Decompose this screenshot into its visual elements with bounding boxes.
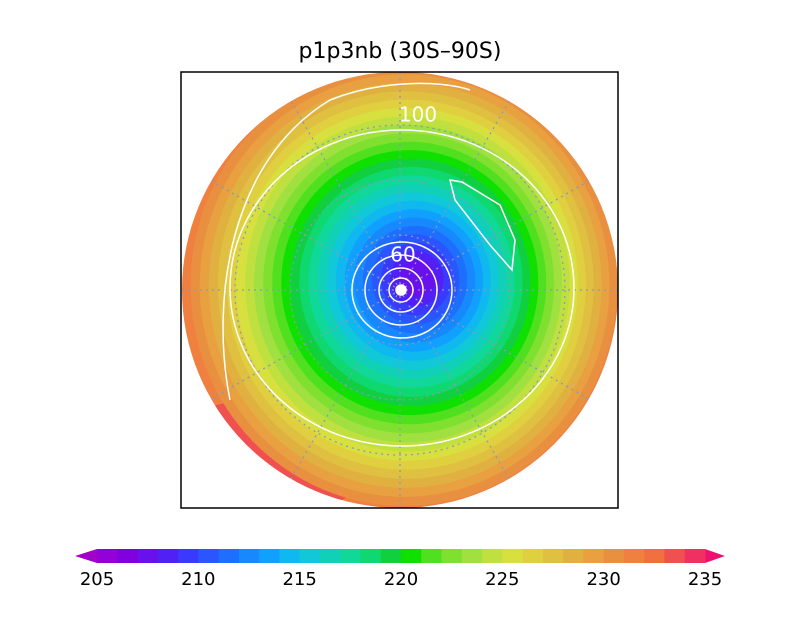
graticule [182, 72, 618, 508]
colorbar-box [259, 549, 280, 563]
colorbar-box [502, 549, 524, 563]
colorbar-box [522, 549, 544, 563]
contour-line [395, 284, 407, 296]
contour-line [351, 241, 453, 339]
colorbar-box [623, 549, 645, 563]
meridian [399, 289, 516, 490]
contour-line [364, 254, 438, 326]
colorbar-box [137, 549, 159, 563]
colorbar-box [360, 549, 382, 563]
colorbar-tick-label: 215 [282, 569, 316, 590]
colorbar-box [299, 549, 321, 563]
colorbar-box [279, 549, 301, 563]
contour-line [388, 277, 414, 303]
colorbar-box [340, 549, 361, 563]
colorbar-box [644, 549, 665, 563]
colorbar-box [157, 549, 179, 563]
colorbar-tick-label: 210 [181, 569, 215, 590]
colorbar-box [684, 549, 706, 563]
colorbar-box [198, 549, 220, 563]
map-frame [180, 71, 619, 509]
meridian [399, 289, 600, 406]
colorbar-box [238, 549, 260, 563]
meridian [284, 90, 401, 291]
colorbar-box [319, 549, 341, 563]
contour-line [448, 179, 516, 272]
colorbar-box [421, 549, 443, 563]
colorbar-box [542, 549, 564, 563]
contour-label: 100 [399, 103, 437, 127]
meridian [200, 289, 401, 406]
colorbar-box [97, 549, 118, 563]
colorbar-box [603, 549, 625, 563]
colorbar-box [441, 549, 463, 563]
meridian [399, 174, 600, 291]
contour-line [222, 82, 471, 401]
colorbar-box [482, 549, 503, 563]
colorbar-box [218, 549, 240, 563]
colorbar-box [583, 549, 605, 563]
colorbar-extension [705, 549, 725, 563]
contour-line [378, 267, 424, 313]
contour-line [229, 129, 575, 447]
colorbar-tick-label: 235 [688, 569, 722, 590]
colorbar: 205 210 215 220 225 230 235 [75, 549, 725, 590]
colorbar-tick-label: 220 [384, 569, 418, 590]
meridian [399, 90, 516, 291]
meridian [200, 174, 401, 291]
contour-label: 60 [390, 243, 415, 267]
colorbar-tick-label: 225 [485, 569, 519, 590]
colorbar-box [664, 549, 686, 563]
meridian [284, 289, 401, 490]
colorbar-box [117, 549, 139, 563]
colorbar-box [401, 549, 422, 563]
colorbar-box [461, 549, 483, 563]
colorbar-tick-label: 230 [586, 569, 620, 590]
colorbar-tick-label: 205 [80, 569, 114, 590]
latitude-circle [234, 124, 566, 456]
colorbar-box [380, 549, 402, 563]
colorbar-box [178, 549, 199, 563]
colorbar-extension [75, 549, 97, 563]
colorbar-box [563, 549, 584, 563]
contours [222, 82, 575, 447]
map-title: p1p3nb (30S–90S) [299, 39, 502, 64]
